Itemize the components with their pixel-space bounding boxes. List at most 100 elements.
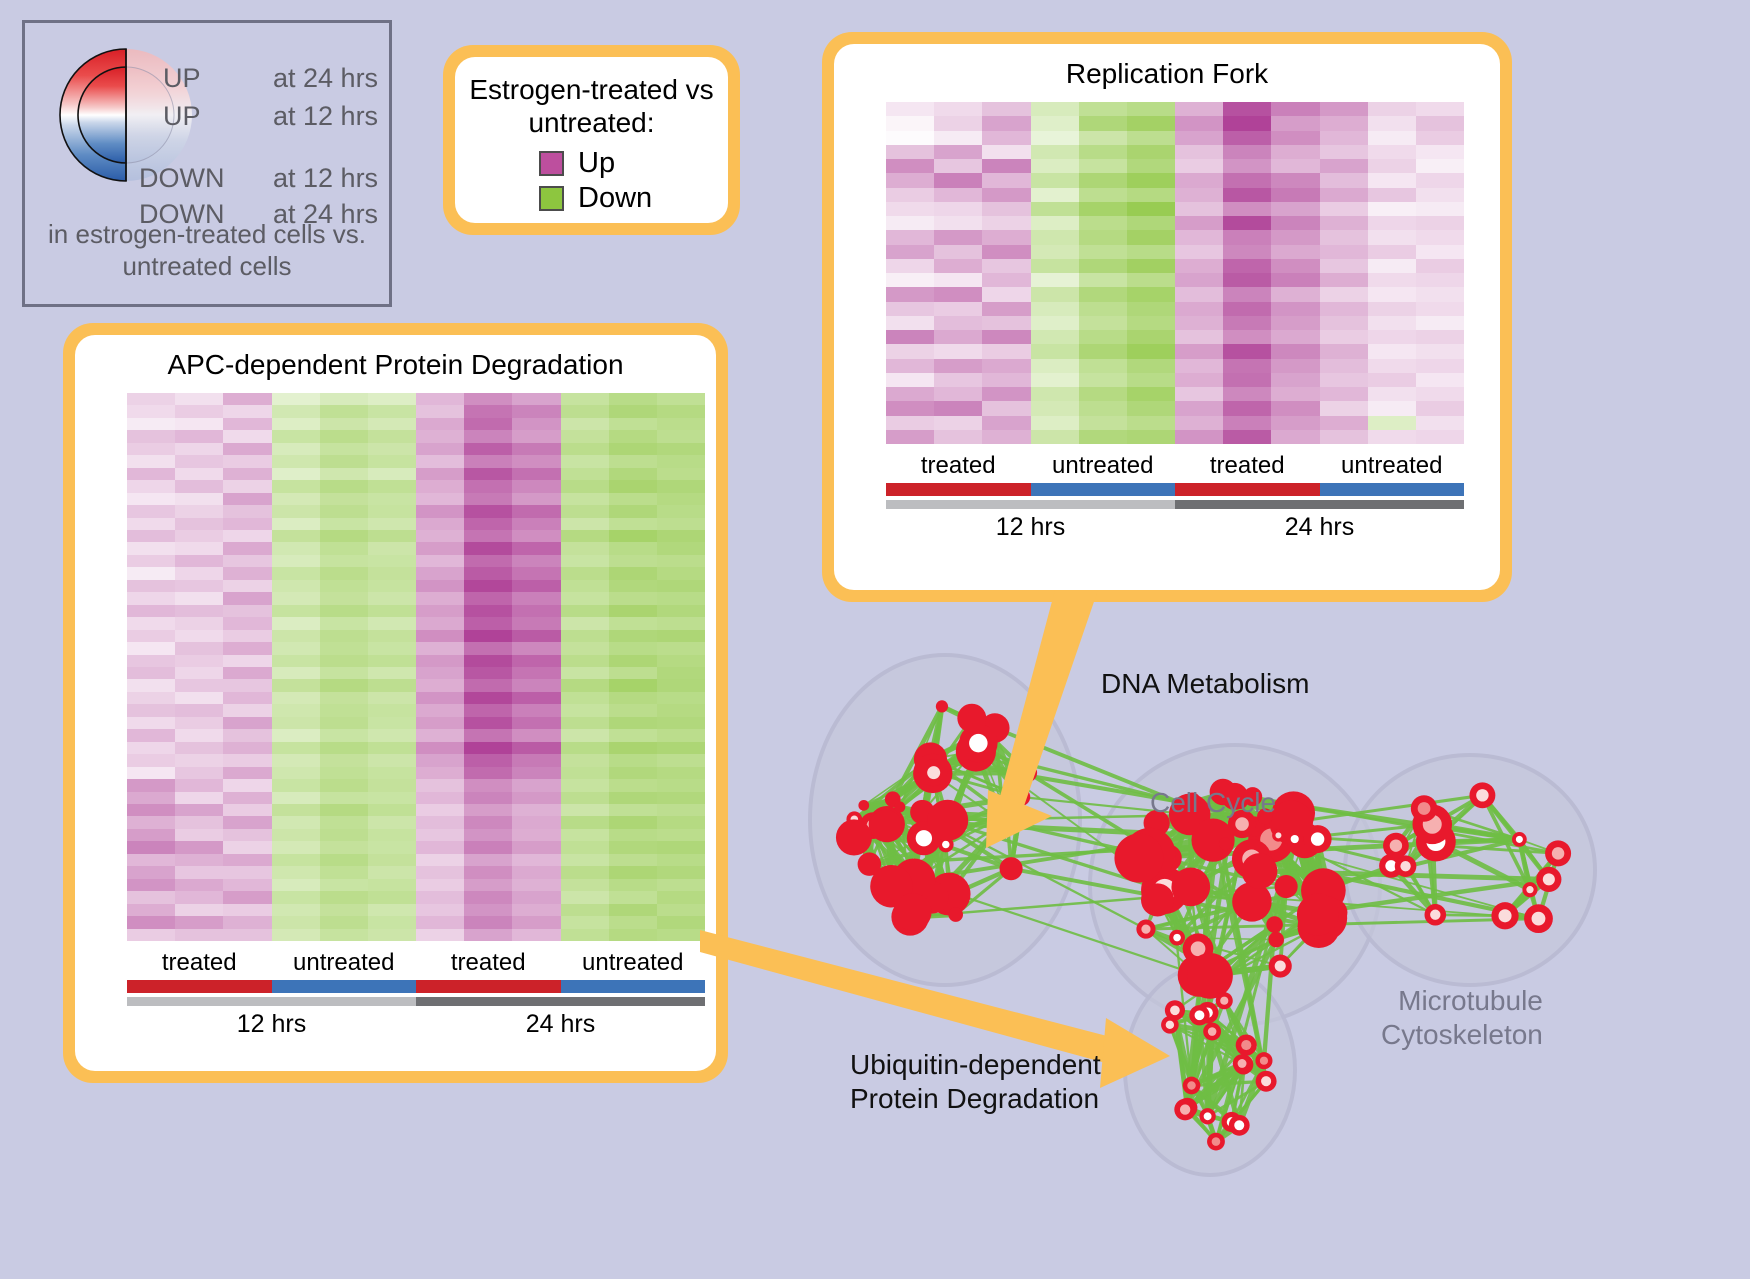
heatmap-cell	[1030, 144, 1079, 159]
heatmap-cell	[1078, 315, 1127, 330]
heatmap-cell	[512, 567, 561, 580]
heatmap-cell	[416, 928, 465, 941]
heatmap-cell	[656, 579, 705, 593]
heatmap-cell	[512, 928, 561, 941]
heatmap-cell	[175, 679, 224, 692]
heatmap-cell	[1271, 159, 1320, 174]
heatmap-cell	[1126, 258, 1175, 273]
key-row-down-24: DOWN at 24 hrs	[139, 199, 378, 230]
heatmap-cell	[175, 529, 224, 543]
heatmap-cell	[271, 455, 320, 468]
network-node-core	[1170, 1005, 1180, 1016]
heatmap-cell	[1319, 287, 1368, 302]
heatmap-cell	[1319, 387, 1368, 402]
network-node-core	[1476, 789, 1489, 802]
heatmap-cell	[367, 666, 416, 680]
heatmap-cell	[1271, 315, 1320, 330]
heatmap-cell	[608, 916, 657, 929]
heatmap-cell	[416, 878, 465, 892]
heatmap-cell	[608, 505, 657, 518]
heatmap-cell	[416, 492, 465, 506]
heatmap-cell	[560, 928, 609, 941]
heatmap-cell	[416, 828, 465, 842]
heatmap-cell	[1223, 401, 1272, 416]
legend-card: Estrogen-treated vs untreated: Up Down	[443, 45, 740, 235]
heatmap-cell	[175, 704, 224, 717]
heatmap-cell	[367, 779, 416, 792]
heatmap-cell	[175, 617, 224, 630]
heatmap-cell	[223, 442, 272, 456]
heatmap-cell	[464, 417, 513, 431]
heatmap-cell	[886, 429, 935, 444]
heatmap-cell	[416, 642, 465, 655]
heatmap-cell	[127, 741, 176, 755]
heatmap-cell	[1175, 273, 1224, 288]
heatmap-cell	[1030, 201, 1079, 216]
heatmap-cell	[512, 405, 561, 418]
heatmap-cell	[175, 442, 224, 456]
network-label-cell-cycle: Cell Cycle	[1150, 787, 1277, 818]
heatmap-cell	[512, 542, 561, 555]
heatmap-cell	[1078, 130, 1127, 145]
heatmap-cell	[175, 430, 224, 443]
heatmap-cell	[1367, 415, 1416, 430]
heatmap-cell	[223, 803, 272, 817]
heatmap-cell	[1078, 159, 1127, 174]
heatmap-cell	[271, 654, 320, 667]
heatmap-cell	[367, 754, 416, 767]
heatmap-cell	[1367, 258, 1416, 273]
heatmap-cell	[1175, 287, 1224, 302]
network-node	[1243, 787, 1263, 807]
heatmap-cell	[1078, 230, 1127, 245]
heatmap-cell	[656, 617, 705, 630]
key-row-up-12: UP at 12 hrs	[163, 101, 378, 132]
heatmap-cell	[367, 592, 416, 605]
heatmap-cell	[512, 666, 561, 680]
key-word-down-24: DOWN	[139, 199, 225, 229]
network-node	[999, 857, 1023, 881]
heatmap-cell	[464, 803, 513, 817]
heatmap-cell	[271, 442, 320, 456]
heatmap-cell	[175, 866, 224, 879]
heatmap-cell	[127, 467, 176, 481]
heatmap-cell	[982, 173, 1031, 188]
heatmap-cell	[223, 654, 272, 667]
heatmap-cell	[464, 729, 513, 742]
heatmap-cell	[982, 201, 1031, 216]
heatmap-cell	[367, 803, 416, 817]
heatmap-cell	[1078, 102, 1127, 117]
heatmap-cell	[367, 529, 416, 543]
heatmap-cell	[1415, 372, 1464, 387]
heatmap-cell	[223, 455, 272, 468]
heatmap-cell	[367, 679, 416, 692]
network-node	[1257, 808, 1273, 825]
network-node-core	[1179, 1104, 1191, 1115]
heatmap-cell	[1030, 102, 1079, 117]
heatmap-cell	[560, 803, 609, 817]
heatmap-cell	[416, 542, 465, 555]
heatmap-cell	[608, 828, 657, 842]
heatmap-cell	[608, 517, 657, 530]
heatmap-cell	[1126, 301, 1175, 316]
heatmap-cell	[934, 301, 983, 316]
heatmap-cell	[127, 828, 176, 842]
heatmap-cell	[1175, 344, 1224, 359]
heatmap-cell	[1078, 415, 1127, 430]
heatmap-cell	[127, 816, 176, 829]
heatmap-cell	[1271, 429, 1320, 444]
heatmap-cell	[512, 654, 561, 667]
heatmap-cell	[127, 791, 176, 804]
heatmap-cell	[560, 405, 609, 418]
heatmap-cell	[127, 417, 176, 431]
heatmap-cell	[512, 866, 561, 879]
network-node-core	[1275, 832, 1282, 839]
heatmap-cell	[271, 517, 320, 530]
treatment-bar-segment	[1175, 483, 1320, 496]
key-time-down-24: at 24 hrs	[273, 199, 379, 229]
heatmap-cell	[608, 629, 657, 643]
heatmap-cell	[560, 430, 609, 443]
heatmap-cell	[560, 642, 609, 655]
key-time-up-24: at 24 hrs	[273, 63, 379, 93]
network-edge	[1314, 877, 1550, 915]
arrow-replication-fork	[998, 590, 1098, 812]
